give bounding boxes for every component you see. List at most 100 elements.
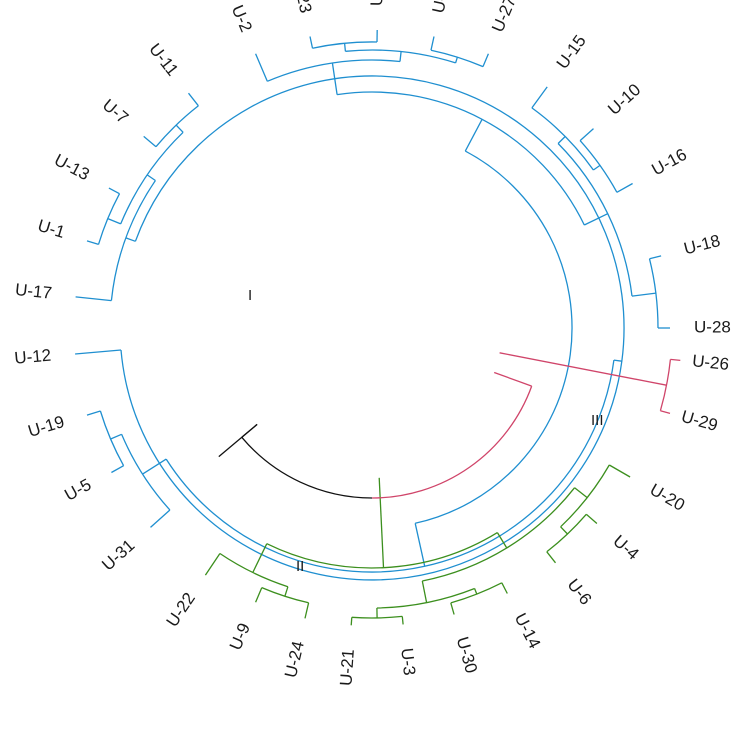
branch-stem (204, 553, 221, 576)
branch-stem (175, 124, 184, 133)
leaf-label-u-17: U-17 (14, 280, 53, 303)
branch-arc (120, 75, 625, 581)
leaf-label-u-6: U-6 (564, 575, 596, 608)
branch-arc (560, 464, 610, 528)
cluster-label-II: II (296, 558, 304, 575)
branch-stem (464, 118, 483, 152)
branch-stem (255, 587, 263, 603)
leaf-label-u-18: U-18 (682, 231, 722, 258)
cluster-label-III: III (591, 412, 604, 429)
branch-stem (143, 135, 157, 148)
leaf-label-u-22: U-22 (163, 589, 199, 630)
leaf-label-u-23: U-23 (289, 0, 315, 15)
branch-stem (496, 532, 508, 549)
branch-arc (376, 587, 475, 609)
branch-stem (557, 136, 566, 144)
branch-stem (350, 617, 353, 626)
branch-stem (399, 51, 402, 62)
branch-stem (482, 53, 489, 67)
leaf-label-u-30: U-30 (453, 635, 481, 676)
branch-stem (150, 509, 171, 528)
leaf-label-u-21: U-21 (336, 648, 358, 686)
leaf-label-u-26: U-26 (691, 351, 730, 374)
leaf-label-u-19: U-19 (26, 412, 67, 441)
branch-stem (613, 359, 622, 362)
branch-stem (125, 237, 136, 242)
root-stem-I (218, 423, 258, 458)
leaf-label-u-15: U-15 (553, 31, 590, 72)
branch-stem (649, 255, 662, 260)
branch-stem (75, 296, 112, 302)
branch-stem (501, 582, 508, 594)
branch-stem (304, 602, 310, 619)
branch-stem (343, 43, 347, 52)
leaf-label-u-5: U-5 (61, 475, 94, 505)
branch-stem (255, 53, 268, 82)
branch-stem (284, 586, 289, 597)
branch-stem (616, 182, 633, 193)
root-stem-III (493, 371, 532, 387)
branch-stem (86, 240, 99, 246)
branch-stem (660, 410, 671, 415)
branch-stem (111, 465, 124, 474)
branch-stem (414, 523, 426, 567)
branch-stem (75, 349, 122, 355)
branch-stem (454, 56, 459, 64)
leaf-label-u-13: U-13 (51, 150, 92, 184)
branch-stem (187, 92, 199, 107)
leaf-label-u-31: U-31 (98, 536, 138, 575)
branch-stem (146, 174, 156, 182)
branch-arc (219, 552, 289, 588)
leaf-label-u-2: U-2 (228, 2, 256, 35)
branch-stem (142, 458, 167, 475)
leaf-label-u-20: U-20 (647, 480, 688, 515)
branch-stem (585, 513, 598, 524)
leaf-label-u-25: U-25 (367, 0, 387, 6)
leaf-label-u-16: U-16 (649, 145, 690, 179)
branch-stem (107, 217, 121, 225)
branch-stem (473, 588, 478, 595)
branch-arc (110, 180, 156, 301)
branch-stem (579, 128, 594, 142)
leaf-label-u-11: U-11 (145, 40, 182, 80)
leaf-label-u-9: U-9 (226, 620, 254, 653)
branch-stem (631, 292, 656, 297)
leaf-label-u-10: U-10 (604, 80, 644, 119)
leaf-label-u-12: U-12 (14, 346, 52, 368)
branch-arc (165, 360, 615, 573)
root-arc-left (241, 436, 373, 499)
branch-stem (378, 477, 385, 568)
branch-stem (574, 487, 588, 499)
branch-stem (86, 410, 101, 416)
leaf-label-u-24: U-24 (281, 639, 308, 679)
leaf-label-u-8: U-8 (429, 0, 453, 15)
branch-stem (531, 86, 548, 109)
branch-stem (110, 433, 122, 440)
leaf-label-u-27: U-27 (488, 0, 520, 35)
leaf-label-u-3: U-3 (397, 647, 419, 676)
branch-stem (499, 352, 667, 386)
branch-stem (593, 164, 601, 171)
branch-stem (608, 464, 631, 478)
branch-arc (415, 150, 573, 524)
branch-stem (430, 36, 435, 51)
branch-arc (337, 91, 585, 226)
branch-stem (584, 213, 608, 226)
root-arc-right (371, 385, 533, 499)
branch-stem (252, 543, 268, 573)
branch-stem (421, 580, 428, 603)
leaf-label-u-4: U-4 (609, 531, 642, 563)
branch-stem (309, 36, 314, 49)
leaf-label-u-1: U-1 (35, 216, 67, 242)
branch-stem (546, 551, 557, 564)
leaf-label-u-7: U-7 (99, 95, 132, 127)
branch-stem (560, 526, 568, 535)
dendrogram-branches (75, 29, 681, 626)
leaf-label-u-28: U-28 (694, 317, 731, 336)
branch-stem (450, 602, 455, 615)
leaf-label-u-29: U-29 (679, 407, 720, 435)
branch-stem (108, 187, 120, 195)
cluster-label-I: I (248, 287, 252, 304)
branch-stem (670, 358, 681, 362)
